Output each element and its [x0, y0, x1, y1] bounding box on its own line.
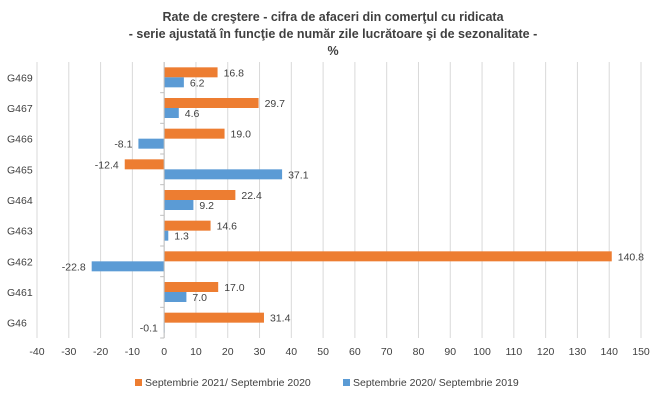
bar-2021 [164, 98, 259, 108]
chart-title-line-3: % [327, 44, 339, 58]
x-tick-label: 10 [190, 346, 202, 358]
category-label: G469 [7, 72, 33, 84]
data-label: 140.8 [618, 251, 644, 263]
x-tick-label: 0 [161, 346, 167, 358]
bar-2021 [164, 190, 236, 200]
bar-2020 [164, 108, 179, 118]
chart-title-line-2: - serie ajustată în funcţie de număr zil… [128, 27, 538, 41]
x-tick-label: 140 [600, 346, 618, 358]
category-label: G464 [7, 195, 33, 207]
data-label: -0.1 [140, 323, 158, 335]
bar-2020 [138, 138, 165, 149]
data-label: 4.6 [185, 108, 200, 120]
bars: 16.86.229.74.619.0-8.1-12.437.122.49.214… [62, 67, 644, 335]
category-label: G467 [7, 103, 33, 115]
bar-2021 [164, 128, 225, 139]
category-label: G463 [7, 226, 33, 238]
chart-title-line-1: Rate de creştere - cifra de afaceri din … [162, 10, 504, 24]
x-tick-label: -40 [29, 346, 44, 358]
x-tick-label: 90 [444, 346, 456, 358]
bar-2020 [164, 200, 194, 210]
bar-2021 [164, 312, 264, 323]
data-label: 16.8 [224, 67, 245, 79]
legend-label: Septembrie 2020/ Septembrie 2019 [353, 377, 519, 389]
category-label: G466 [7, 134, 33, 146]
x-tick-label: 150 [632, 346, 650, 358]
bar-2021 [164, 282, 219, 292]
data-label: 1.3 [174, 231, 189, 243]
bar-2020 [91, 261, 165, 272]
legend: Septembrie 2021/ Septembrie 2020 Septembr… [135, 377, 519, 389]
data-label: -12.4 [95, 159, 119, 171]
data-label: -8.1 [114, 139, 132, 151]
x-tick-label: -30 [61, 346, 76, 358]
data-label: 29.7 [265, 98, 286, 110]
legend-label: Septembrie 2021/ Septembrie 2020 [145, 377, 311, 389]
x-tick-label: 130 [569, 346, 587, 358]
x-tick-label: 100 [473, 346, 491, 358]
x-tick-label: 60 [349, 346, 361, 358]
gridlines [36, 62, 642, 338]
data-label: 7.0 [192, 292, 207, 304]
bar-2020 [164, 77, 184, 88]
data-label: 22.4 [241, 190, 262, 202]
x-tick-label: -20 [93, 346, 108, 358]
category-label: G461 [7, 287, 33, 299]
data-label: 6.2 [190, 77, 205, 89]
bar-2021 [164, 220, 211, 231]
bar-2021 [124, 159, 165, 170]
x-tick-labels: -40 -30 -20 -10 0 10 20 30 40 50 60 70 80 90 100 110 120… [29, 346, 650, 358]
x-tick-label: -10 [125, 346, 140, 358]
bar-2020 [164, 230, 169, 241]
category-label: G462 [7, 256, 33, 268]
bar-2021 [164, 251, 612, 262]
x-tick-label: 40 [285, 346, 297, 358]
bar-2020 [164, 292, 187, 302]
data-label: 31.4 [270, 313, 291, 325]
data-label: 17.0 [224, 282, 245, 294]
category-label: G46 [7, 318, 27, 330]
x-tick-label: 70 [381, 346, 393, 358]
x-tick-label: 30 [254, 346, 266, 358]
data-label: 19.0 [231, 129, 252, 141]
x-tick-label: 120 [537, 346, 555, 358]
bar-2020 [164, 169, 283, 180]
legend-swatch [343, 379, 350, 386]
data-label: 9.2 [199, 200, 214, 212]
x-tick-label: 110 [505, 346, 522, 358]
bar-2021 [164, 67, 218, 78]
x-tick-label: 80 [413, 346, 425, 358]
data-label: -22.8 [62, 261, 86, 273]
data-label: 14.6 [217, 221, 238, 233]
x-tick-label: 20 [222, 346, 234, 358]
category-labels: G469 G467 G466 G465 G464 G463 G462 G461 G46 [7, 72, 165, 339]
legend-swatch [135, 379, 142, 386]
x-tick-label: 50 [317, 346, 329, 358]
data-label: 37.1 [288, 169, 309, 181]
category-label: G465 [7, 164, 33, 176]
